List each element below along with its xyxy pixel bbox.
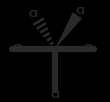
- Text: Cl: Cl: [76, 7, 85, 16]
- Text: Cl: Cl: [29, 10, 38, 19]
- Polygon shape: [55, 12, 82, 49]
- Text: Cl: Cl: [50, 91, 60, 100]
- Text: Cl: Cl: [13, 44, 23, 53]
- Text: Cl: Cl: [83, 44, 93, 53]
